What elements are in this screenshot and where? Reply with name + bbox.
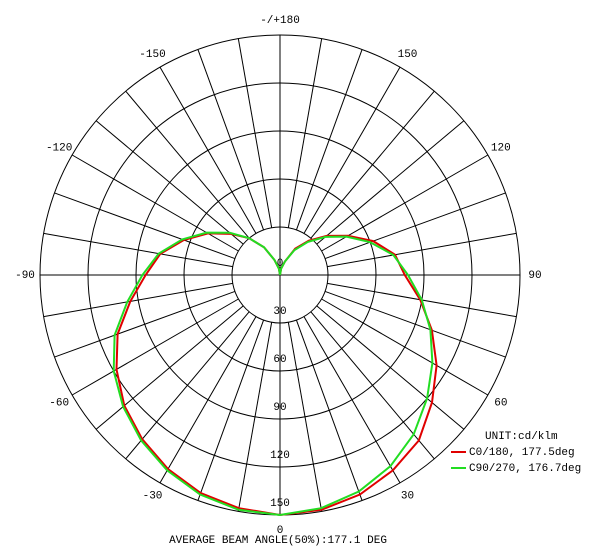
theta-tick-label: 90	[528, 270, 541, 282]
spoke	[237, 322, 273, 512]
theta-tick-label: -90	[15, 270, 35, 282]
theta-tick-label: 30	[401, 491, 414, 503]
theta-tick-label: 120	[491, 142, 511, 154]
grid-ring	[135, 130, 425, 420]
theta-tick-label: 60	[494, 397, 507, 409]
curve	[115, 232, 438, 517]
spoke	[303, 316, 401, 484]
spoke	[43, 232, 233, 268]
theta-tick-label: -30	[143, 491, 163, 503]
footer: AVERAGE BEAM ANGLE(50%):177.1 DEG	[169, 535, 387, 547]
spoke	[316, 120, 465, 245]
spoke	[287, 38, 323, 228]
spoke	[125, 311, 250, 460]
theta-tick-label: -/+180	[260, 15, 300, 27]
r-tick-label: 150	[270, 498, 290, 510]
spoke	[43, 282, 233, 318]
spoke	[327, 232, 517, 268]
spoke	[237, 38, 273, 228]
spoke	[324, 290, 506, 358]
r-tick-label: 30	[273, 306, 286, 318]
spoke	[159, 316, 257, 484]
grid-ring	[231, 226, 329, 324]
curve	[112, 231, 434, 517]
spoke	[295, 319, 363, 501]
spoke	[303, 66, 401, 234]
spoke	[287, 322, 323, 512]
theta-tick-label: -60	[49, 397, 69, 409]
theta-tick-label: 0	[277, 525, 284, 537]
spoke	[159, 66, 257, 234]
spoke	[95, 305, 244, 430]
spoke	[316, 305, 465, 430]
r-tick-label: 90	[273, 402, 286, 414]
spoke	[321, 298, 489, 396]
spoke	[295, 49, 363, 231]
grid-ring	[183, 178, 377, 372]
spoke	[95, 120, 244, 245]
r-tick-label: 0	[277, 258, 284, 270]
spoke	[71, 154, 239, 252]
spoke	[54, 192, 236, 260]
spoke	[324, 192, 506, 260]
legend-label: C90/270, 176.7deg	[469, 463, 581, 475]
spoke	[197, 319, 265, 501]
theta-tick-label: -120	[46, 142, 72, 154]
spoke	[54, 290, 236, 358]
theta-tick-label: 150	[398, 49, 418, 61]
legend-label: C0/180, 177.5deg	[469, 447, 575, 459]
unit-label: UNIT:cd/klm	[485, 431, 558, 443]
spoke	[310, 311, 435, 460]
spoke	[125, 90, 250, 239]
theta-tick-label: -150	[139, 49, 165, 61]
spoke	[321, 154, 489, 252]
spoke	[71, 298, 239, 396]
spoke	[310, 90, 435, 239]
spoke	[197, 49, 265, 231]
grid-ring	[87, 82, 473, 468]
r-tick-label: 60	[273, 354, 286, 366]
r-tick-label: 120	[270, 450, 290, 462]
